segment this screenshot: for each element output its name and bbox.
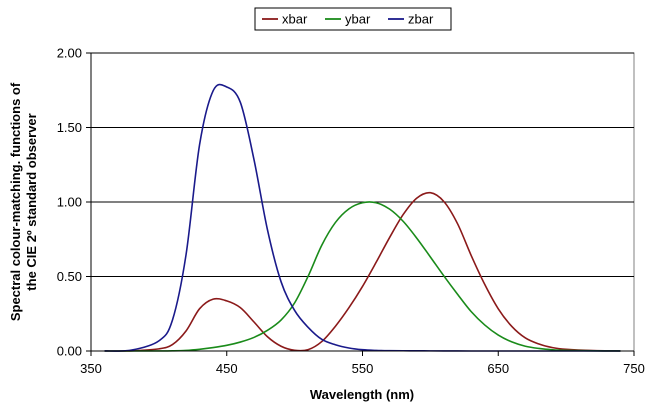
legend-label-zbar: zbar xyxy=(408,12,434,27)
y-axis-title-line-2: the CIE 2º standard observer xyxy=(24,113,39,290)
x-tick-label: 750 xyxy=(623,361,645,376)
x-tick-label: 650 xyxy=(487,361,509,376)
x-tick-label: 550 xyxy=(352,361,374,376)
legend: xbar ybar zbar xyxy=(254,7,452,31)
y-tick-label: 0.00 xyxy=(57,344,82,359)
x-axis-title: Wavelength (nm) xyxy=(310,387,414,402)
y-tick-label: 1.50 xyxy=(57,120,82,135)
x-tick-label: 450 xyxy=(216,361,238,376)
y-tick-label: 0.50 xyxy=(57,269,82,284)
legend-label-ybar: ybar xyxy=(345,12,371,27)
legend-label-xbar: xbar xyxy=(282,12,308,27)
y-axis-title-line-1: Spectral colour-matching. functions of xyxy=(8,82,23,321)
x-tick-label: 350 xyxy=(80,361,102,376)
series-line-xbar xyxy=(104,191,621,352)
y-tick-label: 2.00 xyxy=(57,46,82,61)
plot-area: 0.00 0.50 1.00 1.50 2.00 350 450 550 650 750 xyxy=(57,46,645,377)
y-tick-label: 1.00 xyxy=(57,195,82,210)
series-line-ybar xyxy=(104,201,621,352)
